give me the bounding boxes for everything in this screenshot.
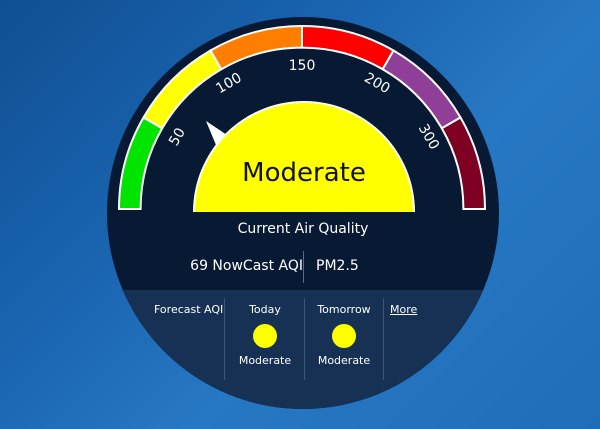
aqi-divider — [303, 251, 304, 283]
gauge-tick-label: 50 — [166, 125, 189, 148]
forecast-category-label: Moderate — [238, 354, 292, 367]
more-link[interactable]: More — [390, 303, 418, 316]
gauge-tick-label: 200 — [361, 70, 392, 97]
gauge-tick-label: 150 — [289, 58, 316, 74]
forecast-label: Forecast AQI — [154, 303, 224, 316]
aqi-dial: 50 100 150 200 300 Moderate Current Air … — [107, 17, 499, 409]
forecast-today: Today Moderate — [235, 303, 295, 367]
current-air-quality-title: Current Air Quality — [237, 221, 369, 237]
aqi-gauge: 50 100 150 200 300 — [117, 24, 487, 210]
gauge-segment-very-unhealthy — [381, 49, 462, 130]
forecast-panel: Forecast AQI Today Moderate Tomorrow Mod… — [107, 290, 499, 409]
forecast-divider — [304, 298, 305, 380]
gauge-tick-label: 100 — [213, 70, 244, 97]
forecast-today-dot-icon — [253, 324, 277, 348]
current-aqi-row: 69 NowCast AQI PM2.5 — [107, 249, 499, 285]
forecast-tomorrow: Tomorrow Moderate — [314, 303, 374, 367]
gauge-segment-moderate — [142, 49, 223, 130]
forecast-day-label: Tomorrow — [317, 303, 371, 316]
aqi-category-label: Moderate — [242, 157, 366, 188]
gauge-tick-label: 300 — [415, 121, 442, 152]
forecast-category-label: Moderate — [317, 354, 371, 367]
primary-pollutant: PM2.5 — [316, 258, 359, 274]
forecast-day-label: Today — [249, 303, 281, 316]
forecast-tomorrow-dot-icon — [332, 324, 356, 348]
forecast-divider — [224, 298, 225, 380]
forecast-divider — [383, 298, 384, 380]
gauge-segment-hazardous — [440, 116, 487, 210]
gauge-segment-good — [117, 116, 164, 210]
nowcast-aqi-value: 69 NowCast AQI — [190, 258, 303, 274]
gauge-segment-unhealthy — [301, 24, 395, 71]
